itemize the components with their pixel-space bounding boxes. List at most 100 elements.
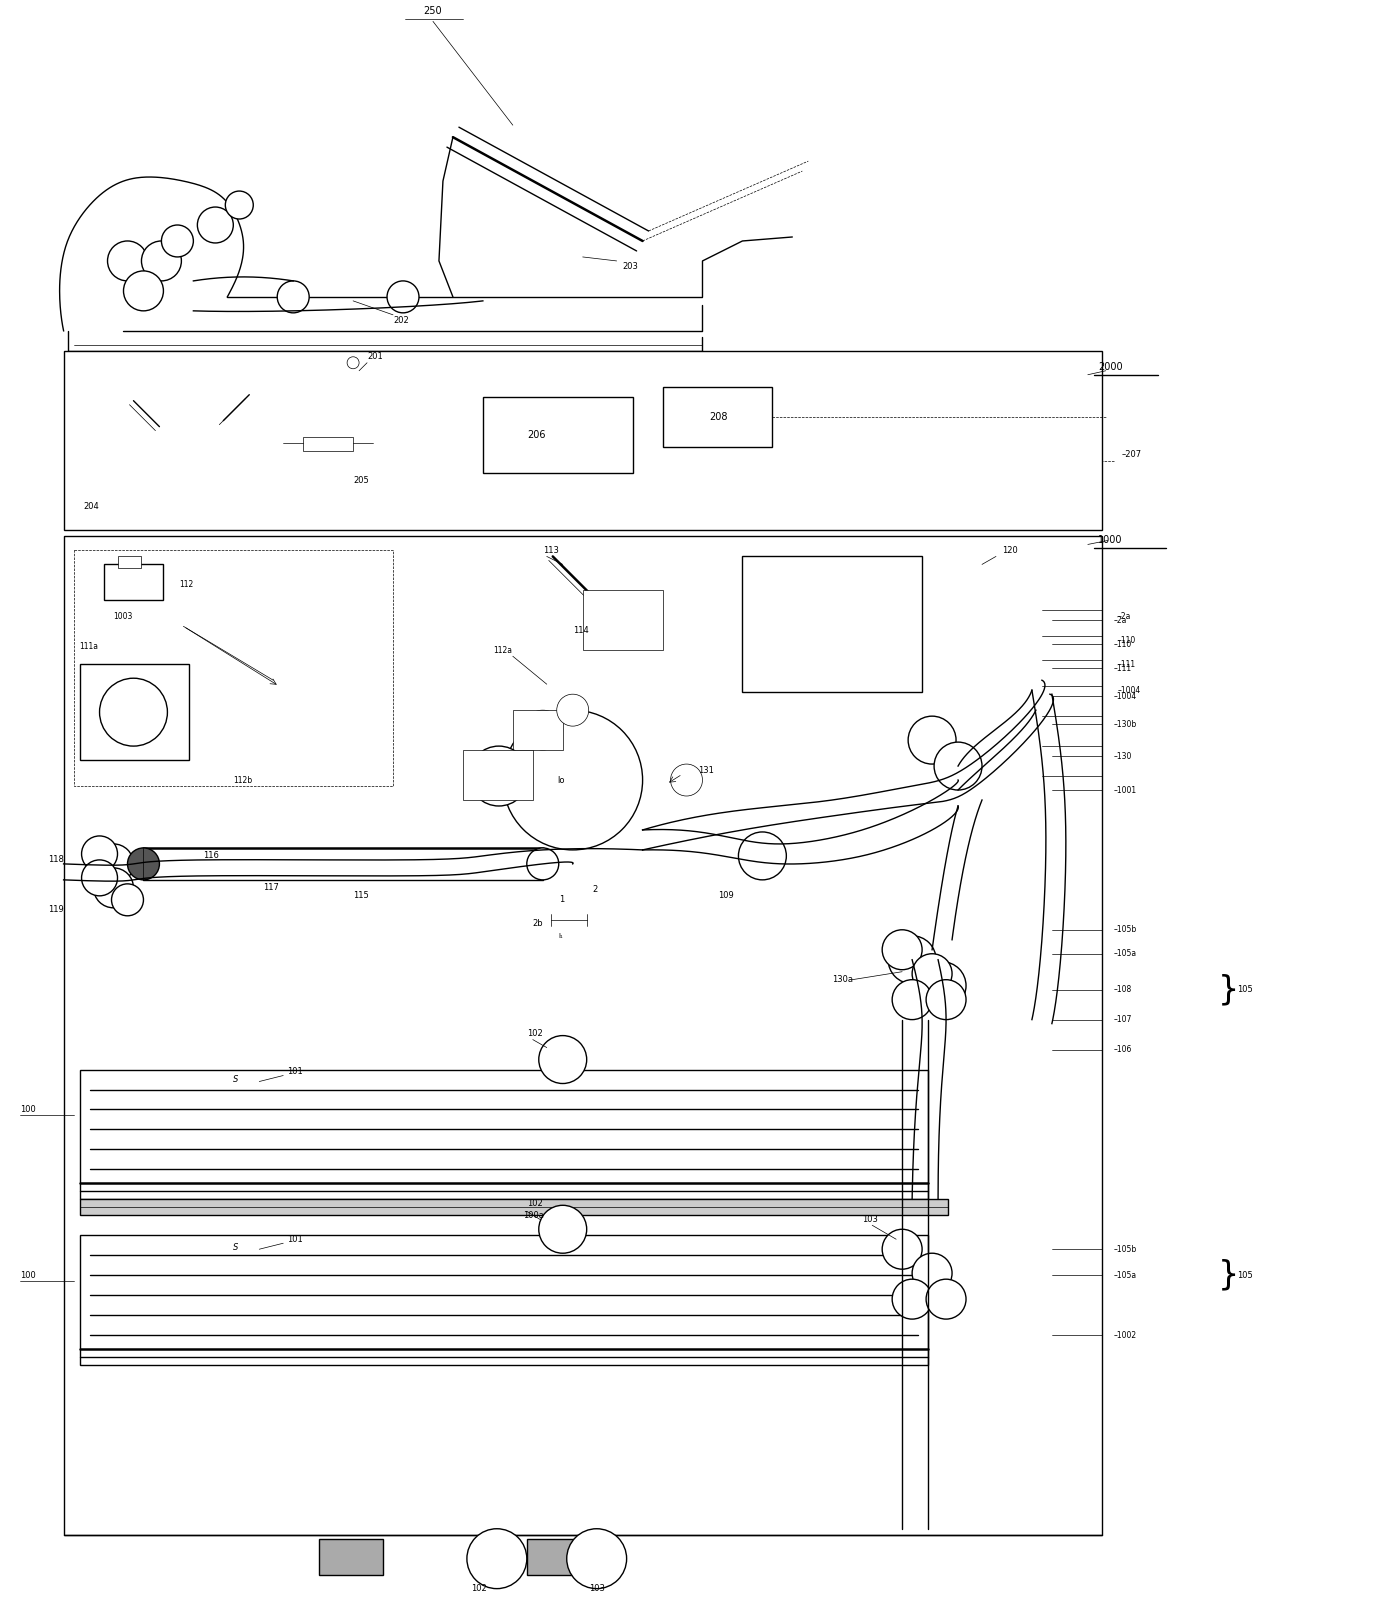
- Circle shape: [926, 980, 965, 1020]
- Text: 1: 1: [559, 895, 564, 905]
- Circle shape: [81, 860, 117, 897]
- Text: 250: 250: [424, 6, 442, 16]
- Circle shape: [124, 271, 163, 311]
- Circle shape: [93, 844, 134, 884]
- Circle shape: [112, 884, 144, 916]
- Bar: [303, 436, 353, 451]
- Text: 105: 105: [1237, 985, 1253, 994]
- Circle shape: [127, 849, 159, 881]
- Text: 2b: 2b: [533, 919, 544, 929]
- Text: }: }: [1218, 974, 1239, 1006]
- Bar: [463, 751, 533, 800]
- Text: 112b: 112b: [233, 776, 252, 784]
- Circle shape: [502, 711, 643, 850]
- Text: 1003: 1003: [113, 611, 133, 621]
- Text: 102: 102: [527, 1030, 543, 1038]
- Text: 102: 102: [527, 1198, 543, 1208]
- Circle shape: [912, 1253, 951, 1293]
- Text: –108: –108: [1113, 985, 1131, 994]
- Text: S: S: [233, 1075, 239, 1084]
- Text: 101: 101: [287, 1235, 303, 1243]
- Text: 205: 205: [353, 476, 368, 484]
- Text: –110: –110: [1113, 640, 1131, 648]
- Text: 113: 113: [543, 545, 558, 555]
- Text: 130a: 130a: [833, 975, 854, 985]
- Text: 2000: 2000: [1098, 363, 1123, 372]
- Circle shape: [912, 954, 951, 993]
- Text: –111: –111: [1117, 659, 1136, 669]
- Circle shape: [99, 678, 167, 746]
- Text: –130: –130: [1113, 752, 1133, 760]
- Text: l₁: l₁: [559, 934, 564, 938]
- Circle shape: [908, 715, 956, 764]
- Text: 208: 208: [709, 412, 728, 422]
- Text: –1004: –1004: [1113, 691, 1137, 701]
- Text: 131: 131: [699, 765, 714, 775]
- Text: –105a: –105a: [1113, 1270, 1137, 1280]
- Text: –111: –111: [1113, 664, 1131, 672]
- Circle shape: [882, 930, 922, 970]
- Bar: [663, 387, 773, 446]
- Circle shape: [882, 1229, 922, 1269]
- Text: 105: 105: [1237, 1270, 1253, 1280]
- Text: 112a: 112a: [492, 646, 512, 654]
- Text: –105b: –105b: [1113, 926, 1137, 934]
- Circle shape: [278, 281, 310, 313]
- Circle shape: [893, 980, 932, 1020]
- Text: 109: 109: [718, 892, 734, 900]
- Text: –1002: –1002: [1113, 1331, 1137, 1339]
- Circle shape: [538, 1205, 587, 1253]
- Bar: [103, 565, 163, 600]
- Bar: [64, 536, 1102, 1535]
- Bar: [483, 396, 632, 473]
- Text: 119: 119: [47, 905, 63, 914]
- Bar: [74, 550, 393, 786]
- Text: 102: 102: [472, 1585, 487, 1593]
- Text: –105a: –105a: [1113, 950, 1137, 958]
- Text: 206: 206: [527, 430, 545, 439]
- Text: 202: 202: [393, 316, 409, 326]
- Circle shape: [469, 746, 529, 805]
- Circle shape: [107, 241, 148, 281]
- Text: 101: 101: [287, 1067, 303, 1076]
- Circle shape: [226, 191, 254, 220]
- Text: –107: –107: [1113, 1015, 1133, 1023]
- Text: 115: 115: [353, 892, 368, 900]
- Text: 1000: 1000: [1098, 536, 1123, 545]
- Text: 2: 2: [593, 885, 598, 895]
- Text: 100: 100: [20, 1105, 35, 1113]
- Circle shape: [566, 1529, 626, 1588]
- Circle shape: [197, 207, 233, 242]
- Circle shape: [386, 281, 418, 313]
- Text: lo: lo: [557, 776, 565, 784]
- Bar: [742, 557, 922, 693]
- Bar: [64, 351, 1102, 531]
- Text: –106: –106: [1113, 1046, 1133, 1054]
- Text: 120: 120: [1002, 545, 1018, 555]
- Text: –207: –207: [1122, 451, 1143, 459]
- Circle shape: [467, 1529, 527, 1588]
- Text: –1001: –1001: [1113, 786, 1137, 794]
- Circle shape: [738, 832, 787, 881]
- Bar: [527, 1538, 590, 1575]
- Text: –130b: –130b: [1113, 720, 1137, 728]
- Bar: [80, 1200, 949, 1216]
- Circle shape: [935, 743, 982, 791]
- Circle shape: [93, 868, 134, 908]
- Bar: [513, 711, 562, 751]
- Circle shape: [141, 241, 181, 281]
- Bar: [80, 1235, 928, 1365]
- Bar: [80, 664, 190, 760]
- Text: 114: 114: [573, 626, 589, 635]
- Text: 103: 103: [589, 1585, 604, 1593]
- Text: 111a: 111a: [80, 642, 99, 651]
- Text: S: S: [233, 1243, 239, 1251]
- Bar: [319, 1538, 384, 1575]
- Text: 117: 117: [264, 884, 279, 892]
- Text: 100: 100: [20, 1270, 35, 1280]
- Text: –2a: –2a: [1117, 611, 1131, 621]
- Circle shape: [671, 764, 703, 796]
- Bar: [80, 1070, 928, 1200]
- Circle shape: [538, 1036, 587, 1084]
- Bar: [583, 590, 663, 650]
